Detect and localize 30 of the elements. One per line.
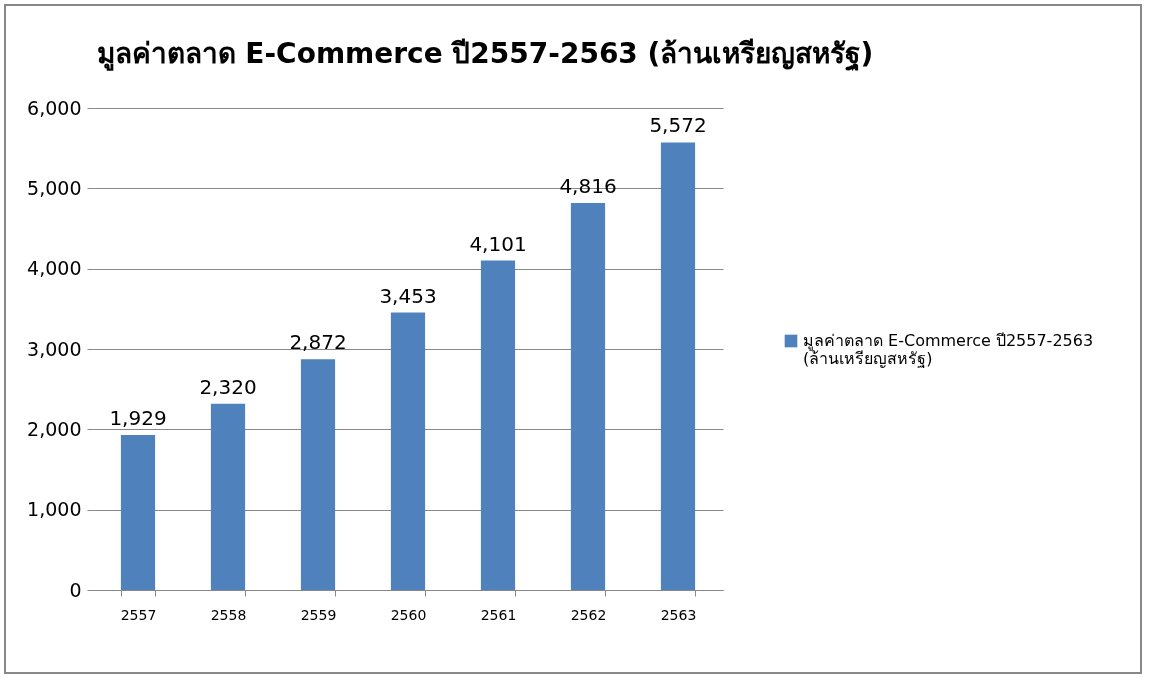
y-tick-label: 3,000 — [27, 337, 82, 360]
bar — [120, 435, 156, 590]
data-label: 5,572 — [649, 113, 707, 138]
bar — [390, 312, 426, 590]
data-label: 2,872 — [289, 330, 347, 355]
x-tick-label: 2561 — [480, 606, 517, 623]
bar — [480, 260, 516, 590]
data-label: 4,101 — [469, 231, 527, 256]
y-tick-label: 5,000 — [27, 176, 82, 199]
bar — [660, 142, 696, 590]
data-label: 3,453 — [379, 283, 437, 308]
data-label: 2,320 — [199, 374, 257, 399]
bar — [300, 359, 336, 590]
y-tick-label: 6,000 — [27, 96, 82, 119]
legend-label: มูลค่าตลาด E-Commerce ปี2557-2563 (ล้านเหรียญสหรัฐ) — [803, 331, 1094, 368]
data-label: 4,816 — [559, 174, 617, 199]
y-tick-label: 0 — [69, 578, 82, 601]
x-tick-label: 2563 — [660, 606, 697, 623]
data-label: 1,929 — [109, 406, 167, 431]
x-tick-label: 2560 — [390, 606, 427, 623]
chart-title: มูลค่าตลาด E-Commerce ปี2557-2563 (ล้านเหรียญสหรัฐ) — [96, 37, 874, 72]
y-tick-label: 4,000 — [27, 257, 82, 280]
x-tick-label: 2562 — [570, 606, 607, 623]
y-tick-label: 1,000 — [27, 498, 82, 521]
x-tick-label: 2558 — [210, 606, 247, 623]
y-tick-label: 2,000 — [27, 417, 82, 440]
x-tick-label: 2559 — [300, 606, 337, 623]
bar — [210, 403, 246, 590]
x-tick-label: 2557 — [120, 606, 157, 623]
bar — [570, 203, 606, 590]
